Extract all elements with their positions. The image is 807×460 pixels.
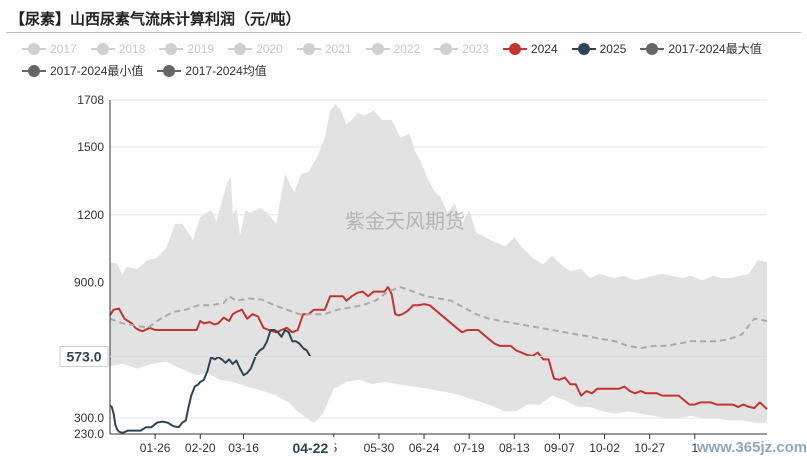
current-value-marker: 573.0: [59, 345, 767, 367]
legend-label: 2019: [187, 42, 215, 56]
legend-marker-icon: [228, 43, 253, 55]
chart-legend: 2017 2018 2019 2020 2021 2022 2023 2024 2025 2017…: [22, 40, 802, 80]
legend-label: 2023: [462, 42, 489, 56]
legend-marker-icon: [159, 43, 184, 55]
legend-item-10[interactable]: 2017-2024最小值: [22, 62, 143, 80]
x-tick-label: 09-07: [544, 441, 575, 455]
legend-item-6[interactable]: 2023: [434, 40, 489, 58]
watermark-text: 紫金天风期货: [345, 209, 465, 233]
series-line-2: [109, 286, 768, 350]
axes: 01-2602-2003-16505-3006-2407-1908-1309-0…: [109, 100, 767, 457]
legend-label: 2017-2024均值: [185, 64, 267, 78]
series-line-1: [109, 329, 312, 434]
legend-item-8[interactable]: 2025: [571, 40, 627, 58]
x-tick-label: 01-26: [140, 441, 171, 455]
legend-item-7[interactable]: 2024: [502, 40, 558, 58]
legend-label: 2018: [118, 42, 146, 56]
x-tick-label: 10-02: [589, 441, 620, 455]
legend-marker-icon: [296, 43, 321, 55]
x-tick-label: 08-13: [499, 441, 530, 455]
series-line-0: [109, 286, 768, 410]
site-watermark-text: www.365jz.com: [696, 439, 807, 456]
current-value-label: 573.0: [66, 348, 101, 364]
y-tick-label: 1200: [77, 208, 104, 222]
current-value-box: [59, 345, 109, 367]
y-tick-label: 1708: [77, 93, 104, 107]
y-tick-label: 230.0: [74, 427, 104, 441]
legend-marker-icon: [365, 43, 390, 55]
legend-marker-icon: [434, 43, 459, 55]
legend-item-1[interactable]: 2018: [90, 40, 146, 58]
x-tick-label: 03-16: [228, 441, 259, 455]
legend-marker-icon: [90, 43, 115, 55]
x-tick-label: 10-27: [634, 441, 665, 455]
legend-item-4[interactable]: 2021: [296, 40, 352, 58]
legend-label: 2020: [256, 42, 283, 56]
legend-item-5[interactable]: 2022: [365, 40, 421, 58]
legend-marker-icon: [571, 43, 596, 55]
x-tick-label: 06-24: [409, 441, 440, 455]
legend-label: 2022: [393, 42, 421, 56]
legend-label: 2025: [599, 42, 627, 56]
legend-label: 2017: [50, 42, 77, 56]
legend-item-0[interactable]: 2017: [22, 40, 77, 58]
y-tick-label: 300.0: [74, 411, 104, 425]
legend-item-2[interactable]: 2019: [159, 40, 214, 58]
max-min-range-band: [110, 104, 767, 423]
legend-item-3[interactable]: 2020: [228, 40, 283, 58]
legend-label: 2017-2024最大值: [668, 42, 762, 56]
x-tick-label: 05-30: [364, 441, 395, 455]
series-lines: [109, 286, 768, 434]
legend-marker-icon: [22, 43, 46, 55]
legend-marker-icon: [157, 65, 182, 77]
legend-item-11[interactable]: 2017-2024均值: [157, 62, 267, 80]
pointer-label-bg: [286, 437, 335, 457]
y-tick-label: 1500: [77, 140, 104, 154]
chart-title: 【尿素】山西尿素气流床计算利润（元/吨）: [6, 5, 801, 33]
x-tick-label: 07-19: [454, 441, 485, 455]
legend-item-9[interactable]: 2017-2024最大值: [640, 40, 762, 58]
legend-label: 2021: [324, 42, 352, 56]
legend-marker-icon: [640, 43, 665, 55]
x-tick-label: 02-20: [185, 441, 216, 455]
pointer-label: 04-22: [292, 440, 328, 456]
legend-marker-icon: [22, 65, 46, 77]
legend-label: 2024: [530, 42, 558, 56]
legend-marker-icon: [502, 43, 527, 55]
x-tick-label: 1: [691, 441, 698, 455]
legend-label: 2017-2024最小值: [50, 64, 144, 78]
y-tick-label: 900.0: [74, 276, 104, 290]
